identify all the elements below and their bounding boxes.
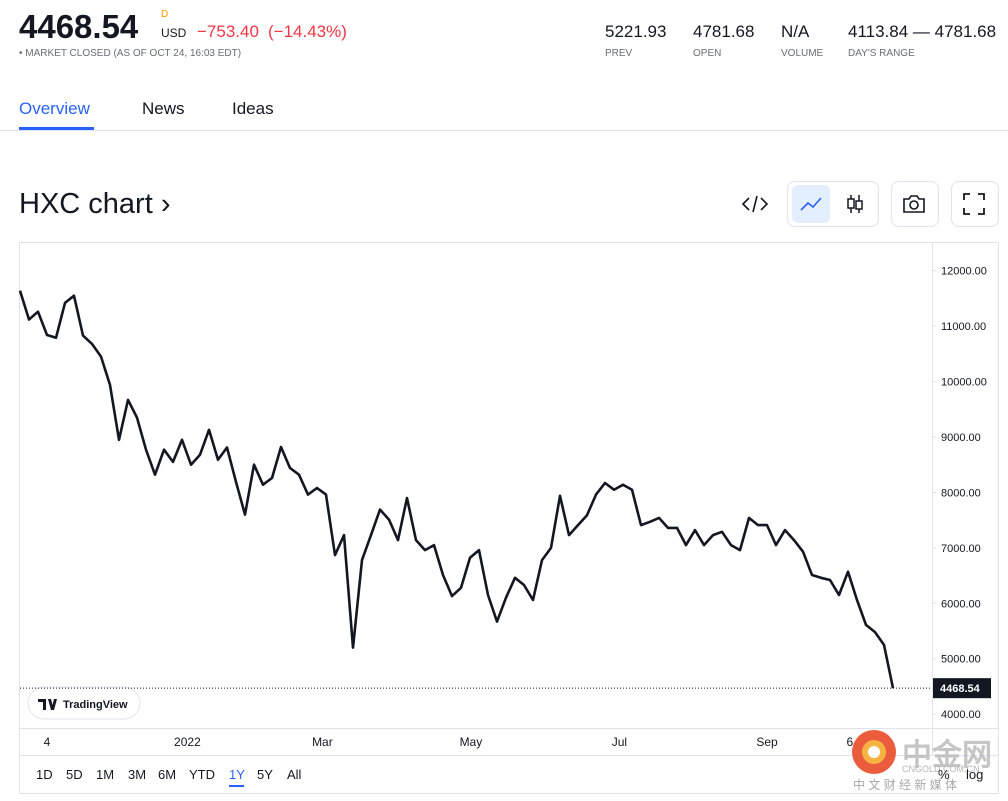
y-tick-label: 9000.00 — [941, 432, 981, 444]
chart-heading[interactable]: HXC chart › — [19, 188, 171, 220]
y-tick-label: 7000.00 — [941, 543, 981, 555]
range-underline — [229, 785, 244, 787]
y-tick-label: 5000.00 — [941, 654, 981, 666]
line-style-button[interactable] — [792, 185, 830, 223]
camera-icon — [903, 195, 925, 213]
stat-value: 4781.68 — [693, 22, 755, 41]
scale-option[interactable]: % — [938, 767, 950, 782]
price-line — [18, 290, 895, 689]
x-tick-label: May — [460, 735, 483, 749]
tab-underline — [19, 127, 94, 130]
watermark-slogan: 中 文 财 经 新 媒 体 — [853, 778, 958, 792]
tab[interactable]: News — [142, 99, 185, 118]
snapshot-button[interactable] — [891, 181, 939, 227]
range-button[interactable]: 6M — [158, 767, 177, 782]
range-button[interactable]: 3M — [128, 767, 147, 782]
range-button[interactable]: YTD — [189, 767, 215, 782]
stat-label: DAY'S RANGE — [848, 48, 915, 59]
watermark: 中金网 CNGOLD.COM.CN 中 文 财 经 新 媒 体 — [850, 728, 1008, 801]
range-button[interactable]: 5D — [66, 767, 83, 782]
range-button[interactable]: 5Y — [257, 767, 273, 782]
chart-frame — [19, 242, 999, 794]
watermark-logo — [852, 730, 896, 774]
change-pct: (−14.43%) — [268, 22, 347, 41]
stat-label: PREV — [605, 48, 633, 59]
embed-icon[interactable] — [740, 192, 770, 216]
tab[interactable]: Overview — [19, 99, 90, 118]
watermark-site: CNGOLD.COM.CN — [902, 764, 980, 774]
chart-style-group — [787, 181, 879, 227]
fullscreen-button[interactable] — [951, 181, 999, 227]
stat-label: OPEN — [693, 48, 722, 59]
stat-value: 5221.93 — [605, 22, 667, 41]
divider — [0, 130, 1008, 131]
y-tick-label: 4000.00 — [941, 709, 981, 721]
x-tick-label: 4 — [44, 735, 51, 749]
scale-option[interactable]: log — [966, 767, 984, 782]
range-button[interactable]: 1Y — [229, 767, 245, 782]
y-tick-label: 12000.00 — [941, 266, 987, 278]
y-tick-label: 8000.00 — [941, 487, 981, 499]
y-tick-label: 10000.00 — [941, 377, 987, 389]
y-tick-label: 11000.00 — [941, 321, 986, 333]
fullscreen-icon — [963, 193, 985, 215]
y-tick-label: 6000.00 — [941, 598, 981, 610]
x-tick-label: 2022 — [174, 735, 201, 749]
candle-style-button[interactable] — [838, 185, 872, 223]
range-button[interactable]: All — [287, 767, 302, 782]
change: −753.40 — [197, 22, 259, 41]
last-price-label: 4468.54 — [940, 683, 981, 695]
brand-badge — [27, 686, 141, 720]
brand-logo — [38, 699, 57, 710]
x-tick-label: Sep — [756, 735, 778, 749]
x-tick-label: Mar — [312, 735, 333, 749]
stat-value: N/A — [781, 22, 810, 41]
x-tick-label: Jul — [612, 735, 627, 749]
stat-value: 4113.84 — 4781.68 — [848, 22, 997, 41]
price: 4468.54 — [19, 8, 139, 45]
range-button[interactable]: 1D — [36, 767, 53, 782]
stat-label: VOLUME — [781, 48, 824, 59]
price-flag: D — [161, 9, 169, 20]
tab[interactable]: Ideas — [232, 99, 274, 118]
market-status: • MARKET CLOSED (AS OF OCT 24, 16:03 EDT… — [19, 48, 242, 59]
range-button[interactable]: 1M — [96, 767, 115, 782]
x-tick-label: 6 — [846, 735, 853, 749]
last-price-box — [933, 678, 991, 699]
currency: USD — [161, 26, 187, 40]
watermark-name: 中金网 — [902, 739, 992, 772]
brand-name: TradingView — [63, 699, 128, 711]
